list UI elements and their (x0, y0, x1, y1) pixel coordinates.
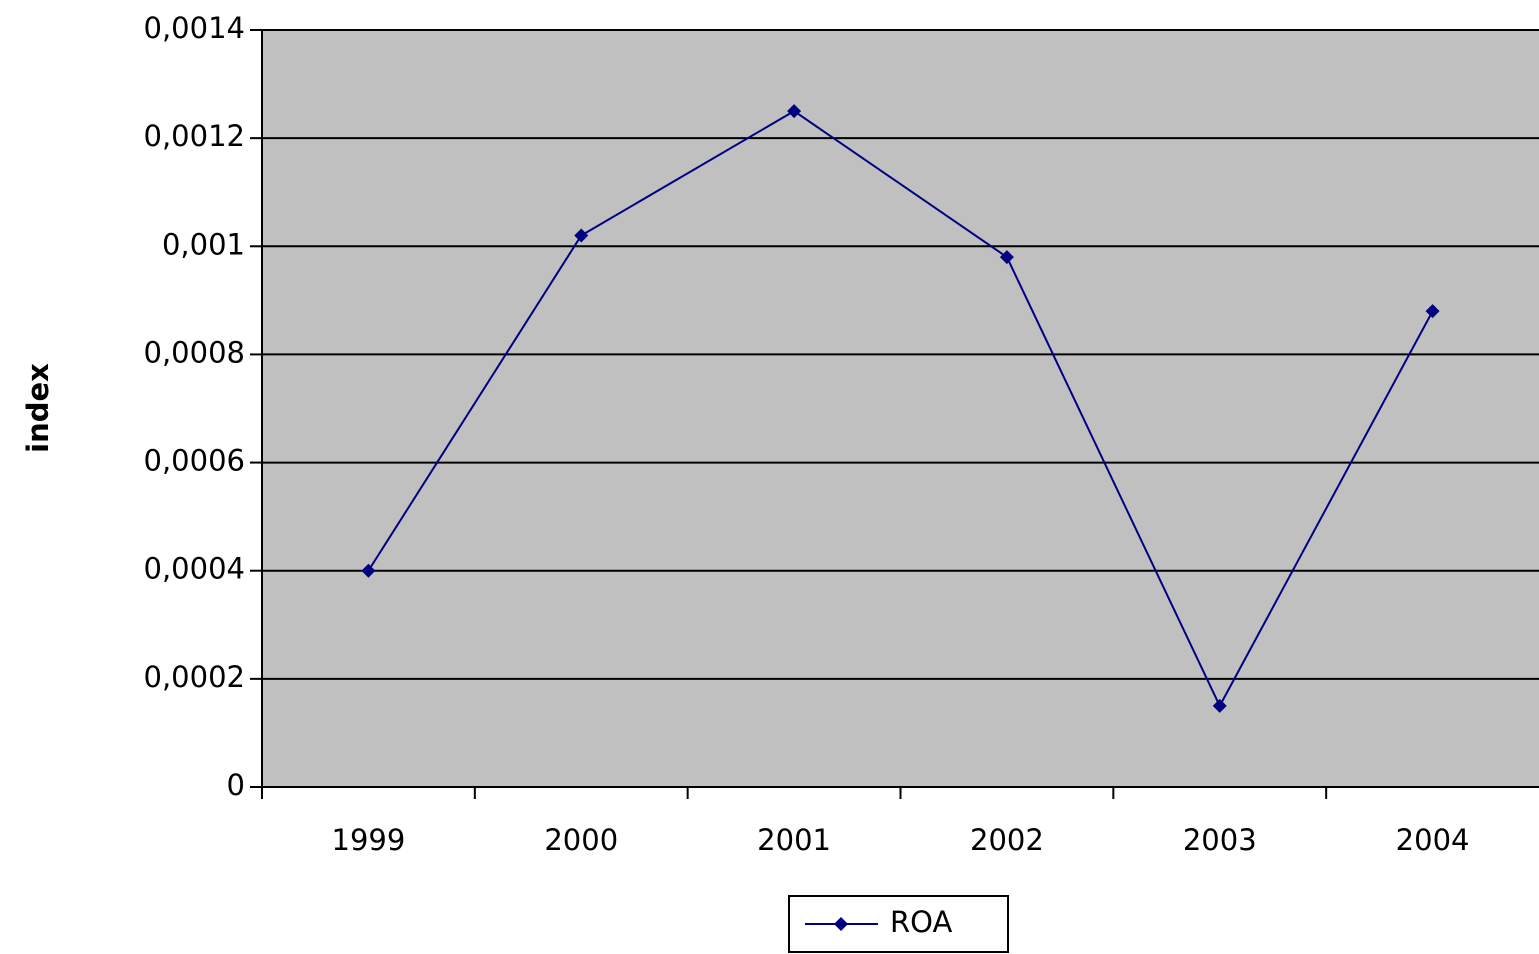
legend: ROA (788, 895, 1009, 953)
x-tick-label: 2004 (1396, 823, 1470, 857)
data-point (1425, 304, 1440, 319)
data-point (1212, 698, 1227, 713)
y-tick-label: 0,0008 (144, 335, 245, 369)
data-point (999, 250, 1014, 265)
x-tick-label: 2002 (970, 823, 1044, 857)
y-tick-label: 0,0004 (144, 552, 245, 586)
plot-area (262, 30, 1539, 787)
legend-label: ROA (890, 905, 952, 939)
x-tick-label: 2003 (1183, 823, 1257, 857)
y-tick-label: 0,0014 (144, 11, 245, 45)
y-tick-label: 0,001 (162, 227, 245, 261)
data-point (574, 228, 589, 243)
y-tick-label: 0,0002 (144, 660, 245, 694)
y-tick-label: 0,0006 (144, 444, 245, 478)
series-line (367, 109, 1434, 709)
x-tick-label: 2000 (544, 823, 618, 857)
y-tick-label: 0,0012 (144, 119, 245, 153)
y-axis-title: index (21, 363, 55, 453)
data-point (787, 104, 802, 119)
x-tick-label: 1999 (332, 823, 406, 857)
data-point (361, 563, 376, 578)
y-tick-label: 0 (227, 768, 245, 802)
legend-marker (834, 917, 848, 931)
x-tick-label: 2001 (757, 823, 831, 857)
